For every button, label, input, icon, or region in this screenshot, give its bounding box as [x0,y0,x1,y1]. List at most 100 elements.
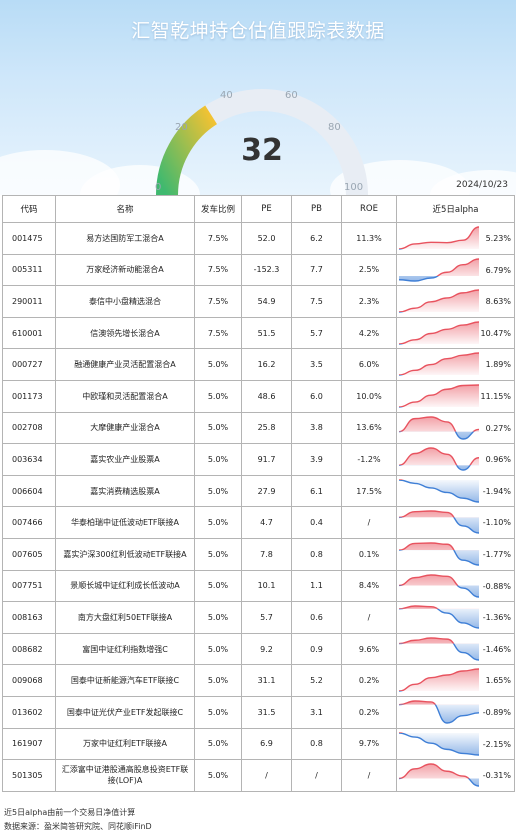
sparkline-line-negative [399,608,480,629]
alpha-cell: 10.47% [396,316,515,350]
fund-name: 南方大盘红利50ETF联接A [55,601,195,634]
table-row: 008163 南方大盘红利50ETF联接A 5.0% 5.7 0.6/ -1.36% [2,601,515,634]
pe-value: 31.5 [241,695,292,729]
fund-code: 005311 [2,253,56,287]
allocation-ratio: 5.0% [194,695,242,729]
fund-code: 008682 [2,632,56,666]
alpha-value: 1.89% [485,360,511,370]
sparkline-area-negative [399,732,479,755]
fund-code: 009068 [2,664,56,697]
sparkline-line-positive [398,384,480,407]
sparkline-line-positive [398,447,480,466]
alpha-sparkline [398,573,480,598]
pe-value: 54.9 [241,285,292,318]
gauge-value: 32 [241,133,283,168]
alpha-sparkline [398,605,480,629]
alpha-sparkline [398,668,480,693]
fund-name: 富国中证红利指数增强C [55,632,195,666]
pb-value: 0.4 [291,506,342,539]
sparkline-area-negative [453,550,479,565]
pe-value: 27.9 [241,474,292,508]
footer-note: 近5日alpha由前一个交易日净值计算 [4,808,136,817]
fund-code: 002708 [2,411,56,445]
roe-value: 9.6% [341,632,397,666]
alpha-sparkline [398,479,480,503]
fund-code: 001173 [2,379,56,413]
fund-code: 013602 [2,695,56,729]
sparkline-area-negative [453,643,479,660]
alpha-value: 10.47% [480,328,511,338]
pe-value: 91.7 [241,443,292,476]
footer-source: 数据来源：盈米简答研究院、同花顺iFinD [4,822,152,831]
alpha-sparkline [398,731,480,756]
fund-name: 中欧瑾和灵活配置混合A [55,379,195,413]
sparkline-line-positive [398,352,480,376]
sparkline-area-negative [437,608,479,629]
table-row: 002708 大摩健康产业混合A 5.0% 25.8 3.8 13.6% 0.27% [2,411,515,445]
alpha-cell: -1.94% [396,474,515,508]
table-row: 161907 万家中证红利ETF联接A 5.0% 6.9 0.8 9.7% -2.15% [2,727,515,761]
alpha-value: 6.79% [485,265,511,275]
fund-code: 001475 [2,222,56,255]
sparkline-area-positive [399,258,479,276]
pe-value: 48.6 [241,379,292,413]
pb-value: 0.8 [291,537,342,571]
table-row: 007751 景顺长城中证红利成长低波动A 5.0% 10.1 1.1 8.4% -0.88… [2,569,515,603]
fund-name: 信澳领先增长混合A [55,316,195,350]
sparkline-area-positive [399,574,458,586]
allocation-ratio: 5.0% [194,727,242,761]
pe-value: 7.8 [241,537,292,571]
sparkline-line-negative [398,479,480,503]
alpha-value: 1.65% [485,676,511,686]
fund-code: 610001 [2,316,56,350]
roe-value: 11.3% [341,222,397,255]
sparkline-area-negative [399,585,479,597]
sparkline-area-positive [399,227,479,249]
sparkline-area-negative [399,704,479,723]
alpha-sparkline [398,257,480,282]
pb-value: 6.0 [291,379,342,413]
allocation-ratio: 5.0% [194,601,242,634]
sparkline-line-positive [398,510,455,518]
table-row: 000727 融通健康产业灵活配置混合A 5.0% 16.2 3.5 6.0% 1.89% [2,348,515,381]
table-row: 009068 国泰中证新能源汽车ETF联接C 5.0% 31.1 5.2 0.2% 1.65… [2,664,515,697]
pb-value: 0.8 [291,727,342,761]
allocation-ratio: 5.0% [194,537,242,571]
roe-value: 0.2% [341,664,397,697]
pb-value: / [291,759,342,792]
roe-value: 6.0% [341,348,397,381]
table-row: 008682 富国中证红利指数增强C 5.0% 9.2 0.9 9.6% -1.46% [2,632,515,666]
sparkline-line-positive [398,637,455,644]
header-pe: PE [241,195,292,223]
fund-code: 501305 [2,759,56,792]
table-row: 005311 万家经济新动能混合A 7.5% -152.3 7.7 2.5% 6.79% [2,253,515,287]
pb-value: 3.9 [291,443,342,476]
valuation-gauge [156,89,368,195]
fund-name: 汇添富中证港股通高股息投资ETF联接(LOF)A [55,759,195,792]
alpha-cell: -1.46% [396,632,515,666]
table-row: 013602 国泰中证光伏产业ETF发起联接C 5.0% 31.5 3.1 0.2% -0.… [2,695,515,729]
roe-value: / [341,601,397,634]
sparkline-line-negative [398,517,480,535]
alpha-sparkline [398,542,480,566]
alpha-cell: -2.15% [396,727,515,761]
alpha-value: -0.88% [482,581,511,591]
alpha-cell: 1.89% [396,348,515,381]
sparkline-line-negative [399,643,480,661]
alpha-sparkline [398,447,480,471]
alpha-sparkline [398,415,480,440]
table-row: 006604 嘉实消费精选股票A 5.0% 27.9 6.1 17.5% -1.94% [2,474,515,508]
sparkline-line-negative [398,732,480,756]
sparkline-area-positive [399,637,479,644]
sparkline-line-negative [398,275,439,282]
sparkline-area-negative [399,479,479,502]
holdings-table: 代码 名称 发车比例 PE PB ROE 近5日alpha 001475 易方达国… [2,195,515,792]
allocation-ratio: 7.5% [194,253,242,287]
roe-value: 2.5% [341,253,397,287]
table-row: 001173 中欧瑾和灵活配置混合A 5.0% 48.6 6.0 10.0% 11.15% [2,379,515,413]
table-row: 007605 嘉实沪深300红利低波动ETF联接A 5.0% 7.8 0.8 0.1% -1… [2,537,515,571]
alpha-value: 11.15% [480,391,511,401]
fund-code: 007605 [2,537,56,571]
sparkline-area-positive [399,290,479,313]
header-pb: PB [291,195,342,223]
